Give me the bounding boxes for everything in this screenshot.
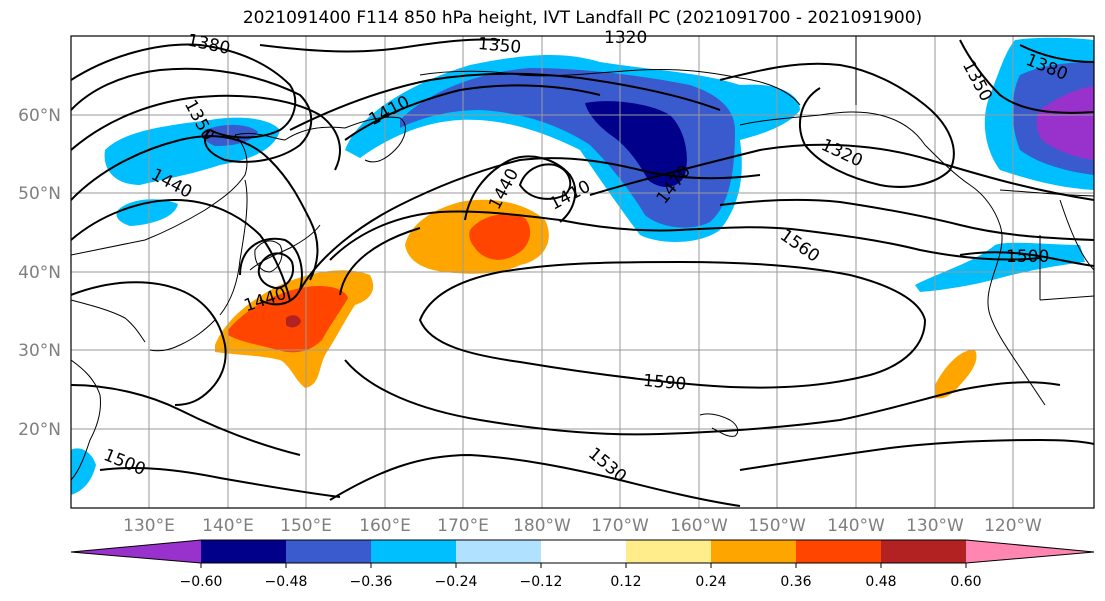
lat-label: 60°N	[18, 106, 61, 126]
colorbar-tick: 0.36	[780, 574, 811, 590]
height-contours	[71, 38, 1094, 507]
lat-label: 50°N	[18, 184, 61, 204]
colorbar-cell-8	[796, 540, 881, 563]
lon-label: 170°E	[437, 516, 489, 536]
longitude-labels: 130°E 140°E 150°E 160°E 170°E 180°W 170°…	[123, 516, 1042, 536]
coastlines	[71, 36, 1094, 481]
colorbar-tick: −0.60	[180, 574, 223, 590]
contour-label: 1350	[477, 34, 522, 58]
colorbar-tick: 0.12	[610, 574, 641, 590]
colorbar-tick: −0.36	[350, 574, 393, 590]
ivt-region-canada-inner	[1036, 86, 1094, 160]
lon-label: 120°W	[984, 516, 1042, 536]
lon-label: 130°E	[123, 516, 175, 536]
lon-label: 160°E	[359, 516, 411, 536]
contour-label: 1590	[642, 371, 687, 395]
colorbar-cell-5	[541, 540, 626, 563]
graticule	[71, 36, 1094, 508]
colorbar: −0.60 −0.48 −0.36 −0.24 −0.12 0.12 0.24 …	[70, 539, 1095, 590]
ivt-region-oregon	[915, 242, 1085, 292]
contour-label: 1500	[1006, 247, 1049, 267]
contour-label: 1320	[604, 28, 647, 48]
lon-label: 150°E	[280, 516, 332, 536]
colorbar-tick: −0.48	[265, 574, 308, 590]
colorbar-cell-6	[626, 540, 711, 563]
colorbar-tick: 0.48	[865, 574, 896, 590]
lon-label: 130°W	[906, 516, 964, 536]
lon-label: 160°W	[670, 516, 728, 536]
colorbar-tick: 0.24	[695, 574, 726, 590]
colorbar-cell-1	[201, 540, 286, 563]
colorbar-tick: −0.12	[520, 574, 563, 590]
colorbar-tick: 0.60	[950, 574, 981, 590]
lon-label: 140°E	[202, 516, 254, 536]
lon-label: 150°W	[748, 516, 806, 536]
colorbar-cell-7	[711, 540, 796, 563]
ivt-shading-positive	[215, 199, 977, 399]
lat-label: 40°N	[18, 263, 61, 283]
ivt-region-japan-core	[286, 315, 301, 328]
colorbar-cell-9	[881, 540, 966, 563]
ivt-region-bering-inner	[585, 101, 687, 187]
ivt-region-philippine	[71, 448, 96, 495]
lat-label: 20°N	[18, 420, 61, 440]
lon-label: 140°W	[827, 516, 885, 536]
ivt-region-hawaii-east	[935, 349, 977, 399]
lat-label: 30°N	[18, 341, 61, 361]
colorbar-cell-0	[71, 540, 201, 563]
ivt-shading-negative	[71, 37, 1094, 495]
colorbar-cell-10	[966, 540, 1094, 563]
colorbar-tick: −0.24	[435, 574, 478, 590]
colorbar-cell-2	[286, 540, 371, 563]
colorbar-cell-4	[456, 540, 541, 563]
latitude-labels: 60°N 50°N 40°N 30°N 20°N	[18, 106, 61, 440]
colorbar-cell-3	[371, 540, 456, 563]
map-border	[70, 35, 1095, 509]
lon-label: 180°W	[513, 516, 571, 536]
ivt-region-central-mid	[469, 214, 531, 260]
lon-label: 170°W	[591, 516, 649, 536]
page-title: 2021091400 F114 850 hPa height, IVT Land…	[242, 8, 923, 28]
